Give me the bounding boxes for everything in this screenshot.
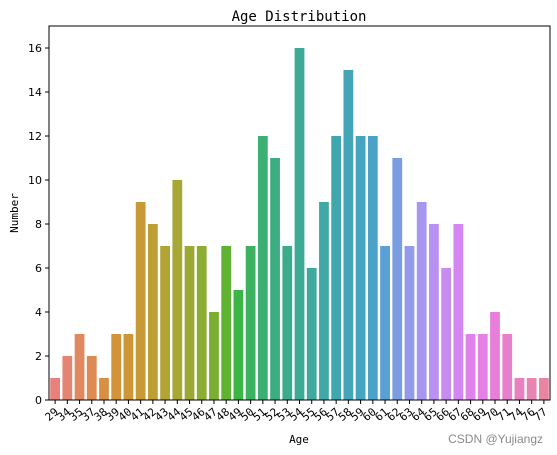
bar-60: [367, 136, 378, 400]
bar-54: [294, 48, 305, 400]
x-tick-label: 77: [531, 405, 550, 423]
bar-61: [380, 246, 390, 400]
bar-37: [86, 356, 97, 400]
bar-71: [502, 334, 513, 400]
bar-52: [270, 158, 280, 400]
y-tick-label: 4: [35, 306, 42, 319]
bar-35: [74, 334, 85, 400]
bar-48: [221, 246, 232, 400]
y-tick-label: 8: [35, 218, 42, 231]
bar-51: [257, 136, 268, 400]
y-tick-label: 2: [35, 350, 42, 363]
bar-41: [135, 202, 146, 400]
bar-56: [319, 202, 329, 400]
x-axis-label: Age: [289, 433, 309, 446]
bar-29: [50, 378, 60, 400]
bar-67: [453, 224, 464, 400]
bar-76: [526, 378, 537, 400]
bar-69: [477, 334, 488, 400]
bar-66: [441, 268, 452, 400]
bar-64: [416, 202, 427, 400]
bar-34: [62, 356, 73, 400]
bar-39: [111, 334, 122, 400]
bar-49: [233, 290, 244, 400]
bar-70: [490, 312, 500, 400]
bar-43: [160, 246, 170, 400]
bar-53: [282, 246, 293, 400]
bar-63: [404, 246, 415, 400]
bar-55: [306, 268, 317, 400]
x-axis: 2934353738394041424344454647484950515253…: [43, 400, 550, 424]
y-tick-label: 12: [28, 130, 42, 143]
bar-47: [209, 312, 219, 400]
bar-45: [184, 246, 195, 400]
bar-44: [172, 180, 183, 400]
bar-46: [196, 246, 207, 400]
bar-68: [465, 334, 476, 400]
chart-title: Age Distribution: [232, 9, 367, 25]
bar-74: [514, 378, 525, 400]
bar-42: [147, 224, 158, 400]
bar-58: [343, 70, 354, 400]
y-axis-label: Number: [8, 193, 21, 233]
bar-40: [123, 334, 134, 400]
y-tick-label: 16: [28, 42, 42, 55]
bar-57: [331, 136, 342, 400]
bar-59: [355, 136, 366, 400]
bar-38: [99, 378, 109, 400]
plot-frame: [48, 25, 551, 401]
watermark-text: CSDN @Yujiangz: [448, 432, 543, 446]
y-tick-label: 14: [28, 86, 42, 99]
bar-77: [539, 378, 549, 400]
y-axis: 0 2 4 6 8 10 12 14 16: [28, 42, 49, 407]
bar-65: [429, 224, 439, 400]
plot-area: [50, 48, 549, 400]
bar-50: [245, 246, 256, 400]
y-tick-label: 10: [28, 174, 42, 187]
y-tick-label: 6: [35, 262, 42, 275]
bar-62: [392, 158, 403, 400]
y-tick-label: 0: [35, 394, 42, 407]
